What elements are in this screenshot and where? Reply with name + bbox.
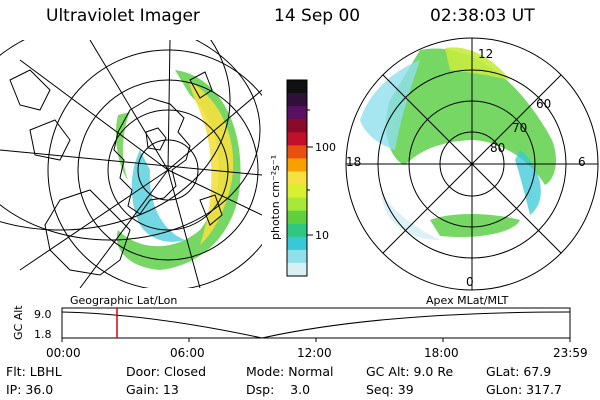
meridian-line — [19, 169, 169, 271]
meridian-line — [19, 59, 169, 171]
meridian-line — [167, 169, 262, 216]
timeline-ytick: 1.8 — [34, 328, 52, 341]
lat-label-70: 70 — [512, 121, 527, 135]
lat-arc — [0, 40, 231, 231]
auroral-emission-dim — [131, 150, 185, 242]
lat-circle — [47, 49, 262, 288]
colorbar-tick-label: 10 — [315, 229, 329, 242]
timeline-left-label: Geographic Lat/Lon — [70, 294, 177, 307]
lat-circle — [77, 79, 259, 261]
polar-grid — [345, 37, 599, 291]
mode-value: Mode: Normal — [246, 364, 334, 379]
coastline — [29, 119, 71, 161]
meridian-line — [167, 89, 262, 171]
gain-value: Gain: 13 — [126, 382, 179, 397]
time-tick-2359: 23:59 — [553, 346, 588, 360]
gc-alt-value: GC Alt: 9.0 Re — [366, 364, 454, 379]
date-label: 14 Sep 00 — [274, 6, 361, 26]
meridian-line — [167, 40, 171, 171]
time-tick-1800: 18:00 — [424, 346, 459, 360]
time-tick-0600: 06:00 — [170, 346, 205, 360]
colorbar-band — [287, 210, 307, 225]
lat-label-80: 80 — [490, 141, 505, 155]
lat-label-60: 60 — [536, 97, 551, 111]
lat-arc — [0, 40, 261, 241]
coastline — [44, 189, 131, 276]
colorbar-band — [287, 262, 307, 277]
colorbar-band — [287, 80, 307, 94]
dsp-value: Dsp: 3.0 — [246, 382, 311, 397]
timeline-ytick: 9.0 — [34, 308, 52, 321]
meridian-line — [167, 169, 201, 288]
colorbar-band — [287, 249, 307, 264]
meridian-line — [79, 169, 169, 288]
orbit-altitude-curve — [61, 311, 571, 339]
time-tick-0000: 00:00 — [46, 346, 81, 360]
colorbar-band — [287, 93, 307, 107]
meridian-line — [89, 40, 169, 171]
colorbar-band — [287, 171, 307, 186]
colorbar-band — [287, 119, 307, 133]
geographic-map — [0, 40, 262, 288]
time-label: 02:38:03 UT — [430, 6, 535, 26]
colorbar-band — [287, 184, 307, 199]
colorbar-band — [287, 223, 307, 238]
meridian-line — [0, 149, 262, 176]
mlt-label-0: 0 — [466, 275, 474, 289]
coastline — [189, 71, 213, 99]
imager-title: Ultraviolet Imager — [46, 6, 200, 26]
colorbar-band — [287, 132, 307, 146]
coastline — [199, 194, 223, 226]
coastline — [113, 97, 191, 215]
ip-value: IP: 36.0 — [6, 382, 54, 397]
door-value: Door: Closed — [126, 364, 207, 379]
colorbar-band — [287, 236, 307, 251]
colorbar-band — [287, 197, 307, 212]
coastline — [145, 127, 167, 151]
colorbar — [287, 80, 307, 277]
colorbar-frame — [286, 79, 308, 277]
flt-value: Flt: LBHL — [6, 364, 62, 379]
colorbar-tick-label: 100 — [315, 141, 336, 154]
timeline-right-label: Apex MLat/MLT — [426, 294, 509, 307]
glat-value: GLat: 67.9 — [486, 364, 552, 379]
timeline-ylabel: GC Alt — [12, 305, 25, 340]
lat-circle — [107, 109, 229, 231]
mlt-label-6: 6 — [578, 155, 586, 169]
colorbar-band — [287, 145, 307, 159]
coastline — [9, 69, 51, 111]
colorbar-band — [287, 106, 307, 120]
colorbar-band — [287, 158, 307, 173]
polar-plot-emission — [360, 47, 556, 240]
mlt-label-18: 18 — [346, 155, 361, 169]
time-tick-1200: 12:00 — [297, 346, 332, 360]
colorbar-unit-label: photon cm⁻²s⁻¹ — [269, 155, 282, 240]
glon-value: GLon: 317.7 — [486, 382, 562, 397]
orbit-timeline-frame — [61, 307, 571, 339]
seq-value: Seq: 39 — [366, 382, 414, 397]
mlt-label-12: 12 — [478, 47, 493, 61]
